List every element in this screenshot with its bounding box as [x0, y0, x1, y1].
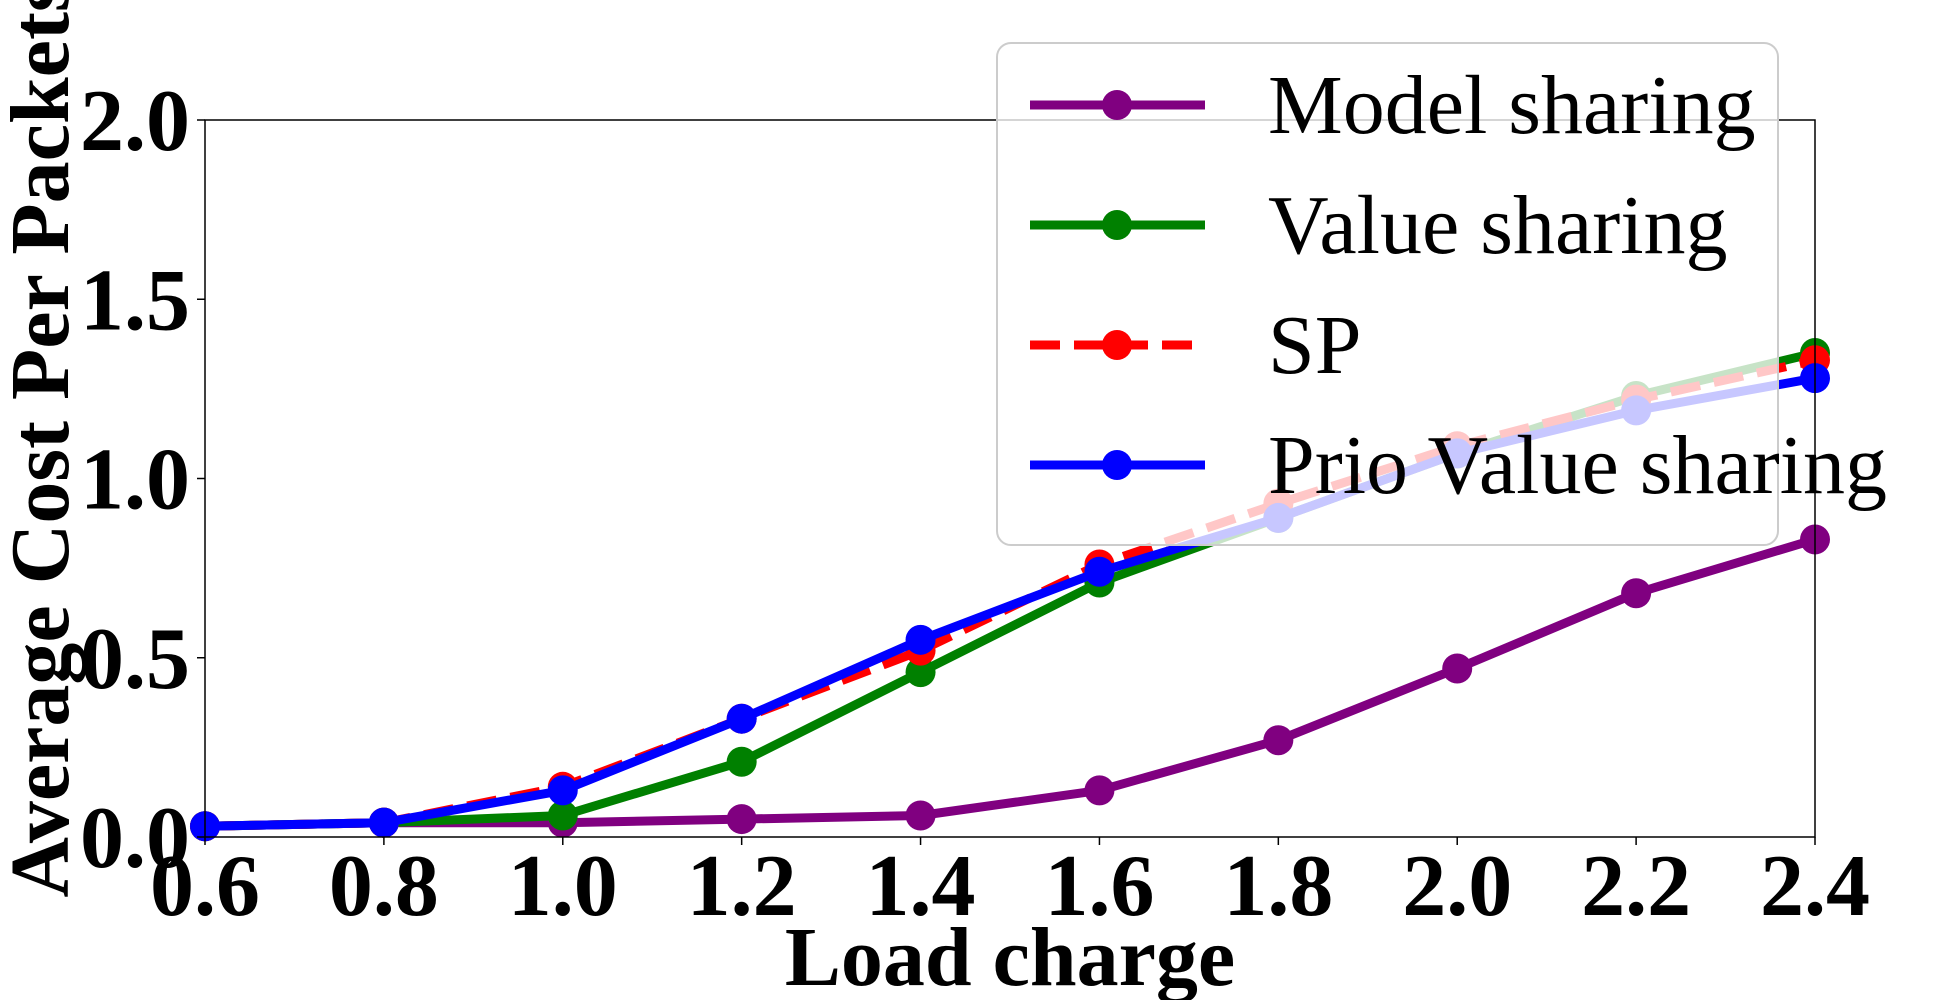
x-tick-label: 2.4: [1760, 838, 1870, 935]
x-tick-label: 0.8: [329, 838, 439, 935]
x-tick-label: 1.0: [508, 838, 618, 935]
data-point: [726, 804, 757, 835]
data-point: [726, 703, 757, 734]
data-point: [905, 657, 936, 688]
x-tick-label: 1.6: [1044, 838, 1154, 935]
data-point: [905, 800, 936, 831]
data-point: [1621, 578, 1652, 609]
legend-item: Prio Value sharing: [1030, 419, 1887, 512]
legend-label: Prio Value sharing: [1268, 419, 1887, 512]
y-tick-label: 1.5: [80, 252, 190, 349]
legend: Model sharing Value sharing SP Prio Value s…: [996, 42, 1887, 546]
legend-item: Value sharing: [1030, 179, 1728, 272]
data-point: [1263, 725, 1294, 756]
x-axis-title: Load charge: [785, 911, 1235, 1000]
y-tick-label: 0.0: [80, 790, 190, 887]
y-tick-label: 2.0: [80, 73, 190, 170]
data-point: [726, 746, 757, 777]
x-tick-label: 1.2: [687, 838, 797, 935]
series-model-sharing: [190, 524, 1830, 842]
x-tick-label: 2.0: [1402, 838, 1512, 935]
legend-swatch-marker: [1102, 330, 1132, 360]
x-tick-label: 2.2: [1581, 838, 1691, 935]
x-tick-label: 1.8: [1223, 838, 1333, 935]
legend-item: SP: [1030, 299, 1361, 392]
series-line: [204, 535, 1817, 831]
data-point: [905, 624, 936, 655]
legend-swatch-marker: [1102, 90, 1132, 120]
legend-swatch-marker: [1102, 450, 1132, 480]
data-point: [547, 800, 578, 831]
legend-item: Model sharing: [1030, 59, 1756, 152]
data-point: [1084, 556, 1115, 587]
legend-label: Value sharing: [1268, 179, 1728, 272]
axes: 0.6 0.8 1.0 1.2 1.4 1.6 1.8 2.0 2.2 2.4 0.0 0.5 1.0 1…: [80, 73, 1870, 935]
legend-label: Model sharing: [1268, 59, 1756, 152]
legend-swatch-marker: [1102, 210, 1132, 240]
y-tick-label: 0.5: [80, 611, 190, 708]
data-point: [1084, 775, 1115, 806]
y-axis-title: Average Cost Per Packets: [0, 0, 87, 898]
legend-label: SP: [1268, 299, 1361, 392]
data-point: [547, 775, 578, 806]
legend-box: [996, 42, 1779, 546]
data-point: [1442, 653, 1473, 684]
data-point: [368, 807, 399, 838]
y-tick-label: 1.0: [80, 432, 190, 529]
x-tick-label: 0.6: [150, 838, 260, 935]
x-tick-label: 1.4: [866, 838, 976, 935]
